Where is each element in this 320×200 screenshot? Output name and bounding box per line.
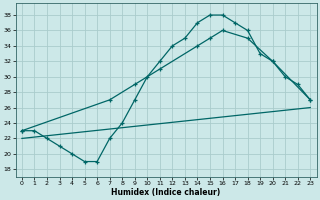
X-axis label: Humidex (Indice chaleur): Humidex (Indice chaleur) bbox=[111, 188, 221, 197]
